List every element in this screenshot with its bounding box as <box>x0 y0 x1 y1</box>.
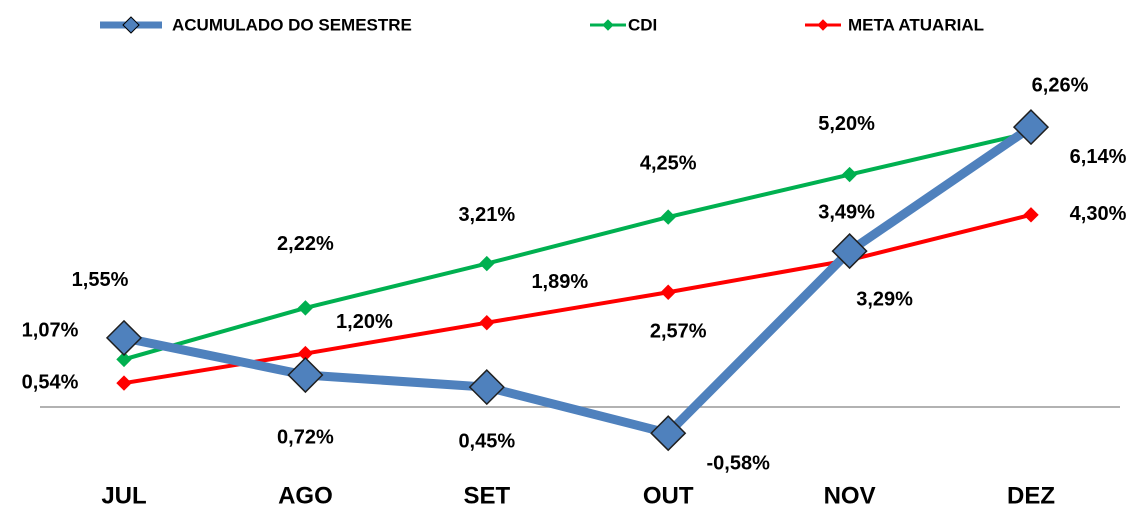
data-label: 4,30% <box>1070 203 1127 225</box>
legend-label: ACUMULADO DO SEMESTRE <box>172 15 412 34</box>
point-marker <box>116 375 132 391</box>
data-label: 3,29% <box>856 288 913 310</box>
data-label: 3,49% <box>818 201 875 223</box>
point-marker <box>831 233 868 270</box>
data-label: 2,22% <box>277 233 334 255</box>
legend-label: CDI <box>628 15 657 34</box>
x-tick-label: JUL <box>101 482 146 509</box>
point-marker <box>287 356 324 394</box>
x-tick-label: NOV <box>824 482 876 509</box>
series-line <box>123 123 1034 438</box>
legend-marker <box>122 16 140 34</box>
legend-marker <box>817 19 829 31</box>
point-marker <box>297 300 314 316</box>
data-label: 0,72% <box>277 426 334 448</box>
legend-label: META ATUARIAL <box>848 15 984 34</box>
data-label: 5,20% <box>818 113 875 135</box>
point-marker <box>660 284 676 300</box>
data-label: 0,54% <box>22 371 79 393</box>
point-marker <box>116 351 132 368</box>
data-label: 1,55% <box>72 269 129 291</box>
data-label: 1,20% <box>336 311 393 333</box>
point-marker <box>1012 109 1050 146</box>
point-marker <box>479 255 495 272</box>
data-label: 6,26% <box>1032 74 1089 96</box>
point-marker <box>468 369 505 406</box>
x-tick-label: OUT <box>643 482 694 509</box>
legend-marker <box>602 19 614 31</box>
x-tick-label: DEZ <box>1007 482 1055 509</box>
point-marker <box>105 319 143 356</box>
point-marker <box>479 314 495 331</box>
x-tick-label: AGO <box>278 482 333 509</box>
point-marker <box>841 166 858 183</box>
data-label: 1,89% <box>531 271 588 293</box>
data-label: 3,21% <box>458 204 515 226</box>
series-line <box>123 130 1032 362</box>
data-label: 4,25% <box>640 152 697 174</box>
point-marker <box>650 415 687 452</box>
series-line <box>123 212 1032 386</box>
x-tick-label: SET <box>463 482 510 509</box>
point-marker <box>1023 207 1039 223</box>
point-marker <box>660 209 676 225</box>
data-label: 6,14% <box>1070 146 1127 168</box>
data-label: 1,07% <box>22 320 79 342</box>
data-label: 2,57% <box>650 321 707 343</box>
data-label: -0,58% <box>707 452 771 474</box>
data-label: 0,45% <box>458 430 515 452</box>
